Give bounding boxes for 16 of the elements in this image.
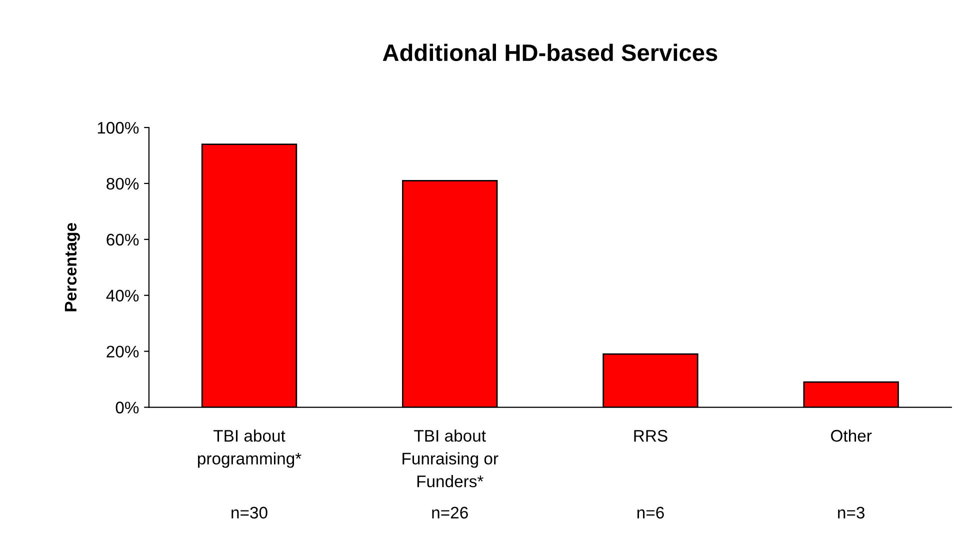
y-tick-label: 40% [106,290,139,302]
y-tick-label: 20% [106,346,139,358]
x-tick-label: Other [831,429,872,442]
text: n=6 [637,506,664,519]
y-axis-title: Percentage [64,223,80,312]
x-tick-label: TBI about Funraising or Funders* [402,429,498,488]
x-tick-label: RRS [634,430,668,442]
x-tick-label: TBI about programming* [198,429,302,468]
chart-title: Additional HD-based Services [382,44,718,62]
y-tick-label: 0% [116,402,139,414]
y-tick-label: 80% [106,178,139,190]
y-tick-label: 100% [98,122,139,134]
text: n=3 [838,506,864,519]
y-tick-label: 60% [106,234,139,246]
text: n=30 [232,506,268,519]
text: n=26 [432,506,468,519]
